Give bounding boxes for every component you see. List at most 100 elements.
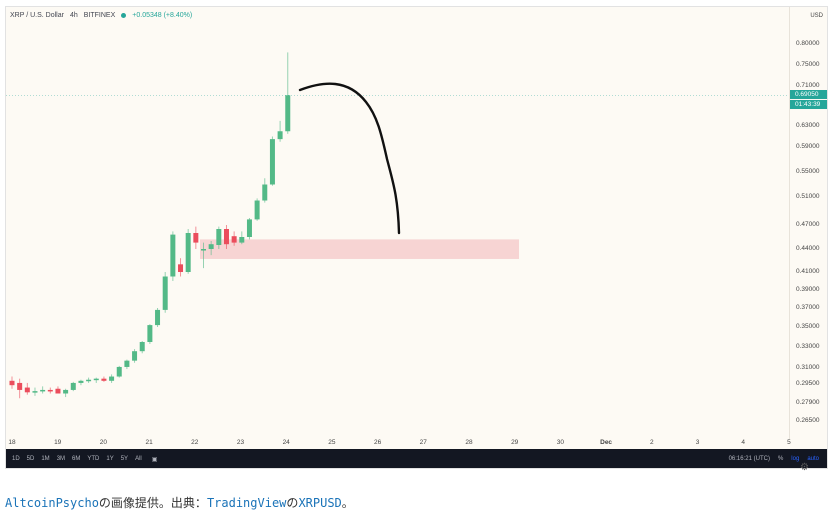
time-tick-label: 25 (328, 439, 336, 446)
price-tick-label: 0.27900 (796, 399, 820, 406)
gear-icon[interactable]: ⚙ (800, 462, 809, 473)
price-tick-label: 0.41000 (796, 268, 820, 275)
candle-body (78, 380, 84, 383)
price-tick-label: 0.59000 (796, 143, 820, 150)
price-tick-label: 0.71000 (796, 82, 820, 89)
candle-body (47, 389, 53, 392)
pair-link[interactable]: XRPUSD (298, 496, 342, 510)
price-tick-label: 0.63000 (796, 122, 820, 129)
candle-body (178, 264, 184, 272)
candle-body (285, 95, 291, 132)
candle-body (201, 249, 206, 251)
price-tick-label: 0.26500 (796, 417, 820, 424)
candle-body (132, 351, 138, 361)
candle-body (86, 379, 92, 382)
time-tick-label: 20 (99, 439, 108, 446)
candle-body (185, 233, 191, 272)
range-5d[interactable]: 5D (26, 456, 35, 462)
candle-body (208, 244, 214, 249)
candle-body (262, 184, 268, 201)
log-toggle[interactable]: log (791, 456, 800, 462)
time-tick-label: Dec (600, 439, 613, 446)
time-tick-label: 5 (787, 439, 791, 446)
candle-body (101, 378, 107, 381)
price-tick-label: 0.31000 (796, 364, 820, 371)
candle-body (63, 389, 69, 394)
candle-body (216, 229, 222, 245)
symbol-name[interactable]: XRP / U.S. Dollar (10, 11, 64, 19)
time-tick-label: 21 (145, 439, 153, 446)
price-tick-label: 0.35000 (796, 323, 820, 330)
currency-label: USD (810, 13, 823, 19)
interval-label[interactable]: 4h (69, 11, 78, 19)
caption-text-3: 。 (341, 496, 354, 510)
range-1y[interactable]: 1Y (106, 456, 114, 462)
candle-body (55, 388, 61, 394)
chart-panel[interactable]: XRP / U.S. Dollar 4h BITFINEX +0.05348 (… (5, 6, 828, 469)
price-tick-label: 0.80000 (796, 40, 820, 47)
bar-countdown-badge: 01:43:39 (790, 100, 827, 110)
price-tick-label: 0.55000 (796, 168, 820, 175)
caption-text-2: の (286, 496, 299, 510)
time-axis[interactable]: 18 19 20 21 22 23 24 25 26 27 28 29 30 Dec 2 3 4 5 (6, 439, 791, 449)
candle-body (223, 229, 229, 245)
image-caption: AltcoinPsychoの画像提供。出典：TradingViewのXRPUSD… (5, 494, 354, 511)
candle-body (17, 382, 23, 390)
range-1m[interactable]: 1M (41, 456, 50, 462)
right-tools: 06:16:21 (UTC) % log auto (729, 456, 827, 462)
price-tick-label: 0.47000 (796, 221, 820, 228)
candle-body (277, 131, 283, 140)
candle-body (147, 325, 153, 342)
candle-body (254, 200, 260, 220)
percent-toggle[interactable]: % (777, 456, 784, 462)
range-all[interactable]: All (135, 456, 142, 462)
live-status-icon (121, 12, 127, 18)
candle-body (124, 360, 130, 367)
price-change: +0.05348 (+8.40%) (132, 11, 193, 19)
bottom-toolbar: 1D 5D 1M 3M 6M YTD 1Y 5Y All ▣ 06:16:21 (UTC) % … (6, 449, 827, 468)
range-ytd[interactable]: YTD (87, 456, 100, 462)
author-link[interactable]: AltcoinPsycho (5, 496, 99, 510)
candle-body (9, 380, 15, 386)
time-tick-label: 4 (741, 439, 745, 446)
range-1d[interactable]: 1D (12, 456, 20, 462)
time-tick-label: 18 (8, 439, 16, 446)
price-tick-label: 0.33000 (796, 343, 820, 350)
candle-body (109, 376, 115, 381)
auto-toggle[interactable]: auto (807, 456, 819, 462)
price-tick-label: 0.29500 (796, 380, 820, 387)
exchange-label: BITFINEX (83, 11, 116, 19)
time-tick-label: 24 (282, 439, 290, 446)
price-tick-label: 0.51000 (796, 193, 820, 200)
source-link[interactable]: TradingView (206, 496, 287, 510)
calendar-icon[interactable]: ▣ (151, 456, 158, 463)
candle-body (24, 387, 30, 393)
time-tick-label: 28 (465, 439, 473, 446)
price-axis[interactable]: USD 0.80000 0.75000 0.71000 0.63000 0.59000 0… (789, 7, 827, 439)
candle-body (116, 366, 122, 377)
candle-body (139, 342, 145, 352)
plot-area[interactable] (6, 7, 789, 439)
candle-body (193, 233, 199, 243)
candle-body (170, 234, 176, 277)
last-price-badge: 0.69050 (790, 90, 827, 100)
time-tick-label: 3 (695, 439, 700, 446)
candle-body (93, 378, 99, 381)
time-tick-label: 30 (556, 439, 565, 446)
chart-header: XRP / U.S. Dollar 4h BITFINEX +0.05348 (… (6, 7, 192, 23)
range-3m[interactable]: 3M (56, 456, 66, 462)
candle-body (70, 382, 76, 390)
candle-body (155, 309, 161, 326)
range-selector: 1D 5D 1M 3M 6M YTD 1Y 5Y All (6, 456, 142, 462)
candle-body (246, 219, 252, 237)
clock-readout: 06:16:21 (UTC) (728, 456, 770, 462)
time-tick-label: 27 (419, 439, 427, 446)
range-5y[interactable]: 5Y (120, 456, 129, 462)
time-tick-label: 26 (373, 439, 382, 446)
candle-body (32, 391, 38, 393)
range-6m[interactable]: 6M (72, 456, 81, 462)
time-tick-label: 23 (236, 439, 245, 446)
time-tick-label: 22 (191, 439, 199, 446)
price-tick-label: 0.37000 (796, 304, 820, 311)
candle-body (269, 139, 275, 185)
